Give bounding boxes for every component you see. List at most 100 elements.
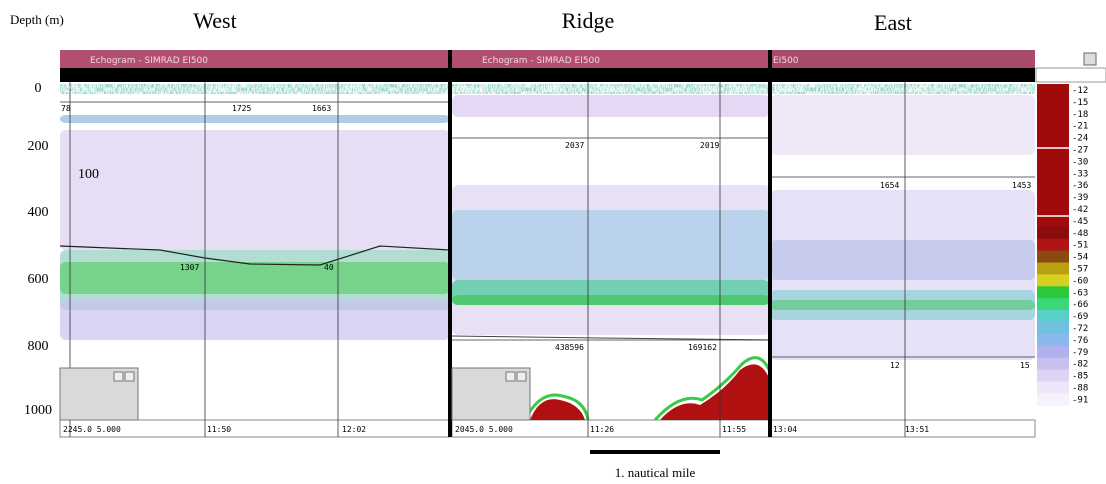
colorbar-label: -30 (1072, 157, 1088, 167)
readout: 169162 (688, 343, 717, 352)
colorbar-swatch (1037, 203, 1069, 216)
depth-tick-label: 800 (28, 339, 49, 354)
colorbar-swatch (1037, 155, 1069, 168)
surface-band (770, 84, 1035, 94)
colorbar-swatch (1037, 179, 1069, 192)
depth-tick-label: 600 (28, 272, 49, 287)
scatter-layer (60, 130, 450, 250)
depth-tick-label: 400 (28, 205, 49, 220)
time-label: 11:26 (590, 425, 614, 434)
colorbar-label: -36 (1072, 181, 1088, 191)
window-btn (1083, 52, 1097, 66)
colorbar-swatch (1037, 262, 1069, 275)
ridge-echo (660, 364, 770, 420)
colorbar-label: -57 (1072, 265, 1088, 275)
colorbar-label: -85 (1072, 372, 1088, 382)
readout: 704 (1016, 85, 1031, 94)
readout: 1663 (312, 104, 331, 113)
colorbar-label: -39 (1072, 193, 1088, 203)
colorbar-label: -69 (1072, 312, 1088, 322)
readout: 2260.0 (208, 85, 237, 94)
colorbar-label: -27 (1072, 146, 1088, 156)
colorbar-swatch (1037, 322, 1069, 335)
scatter-layer (452, 210, 770, 280)
section-title: West (193, 8, 236, 33)
colorbar-swatch (1037, 357, 1069, 371)
colorbar-label: -15 (1072, 98, 1088, 108)
dialog-btn (124, 371, 135, 382)
colorbar-label: -82 (1072, 360, 1088, 370)
readout: 1453 (1012, 181, 1031, 190)
colorbar-label: -51 (1072, 241, 1088, 251)
colorbar-label: -21 (1072, 122, 1088, 132)
colorbar-swatch (1037, 393, 1069, 406)
colorbar-swatch (1037, 119, 1069, 133)
readout: 1389 (540, 85, 559, 94)
readout: 1725 (232, 104, 251, 113)
readout: 12 (890, 361, 900, 370)
readout: 2037 (565, 141, 584, 150)
status-strip (60, 68, 450, 82)
colorbar-label: -66 (1072, 300, 1088, 310)
scatter-layer (60, 262, 450, 294)
time-label: 12:02 (342, 425, 366, 434)
colorbar-label: -18 (1072, 110, 1088, 120)
colorbar-label: -72 (1072, 324, 1088, 334)
colorbar-swatch (1037, 95, 1069, 109)
colorbar-label: -76 (1072, 336, 1088, 346)
colorbar-swatch (1037, 369, 1069, 382)
colorbar-swatch (1037, 107, 1069, 121)
readout: 1949.0 (908, 85, 937, 94)
readout: 2050.0 (595, 85, 624, 94)
status-strip (770, 68, 1035, 82)
readout: 2267.0 (66, 85, 95, 94)
section-title: Ridge (562, 8, 615, 33)
window-title: EI500 (773, 56, 799, 66)
section-title: East (874, 10, 912, 35)
colorbar-label: -45 (1072, 217, 1088, 227)
readout: 15 (1020, 361, 1030, 370)
colorbar-swatch (1037, 84, 1069, 97)
colorbar-swatch (1037, 191, 1069, 204)
window-btn (1035, 67, 1106, 83)
colorbar-label: -79 (1072, 348, 1088, 358)
depth-tick-label: 200 (28, 139, 49, 154)
colorbar-swatch (1037, 214, 1069, 228)
time-label: 11:55 (722, 425, 746, 434)
colorbar-swatch (1037, 381, 1069, 394)
colorbar-swatch (1037, 226, 1069, 240)
seabed (451, 335, 771, 341)
window-title: Echogram - SIMRAD EI500 (482, 56, 600, 66)
depth-label: Depth (m) (10, 12, 64, 27)
colorbar-label: -88 (1072, 384, 1088, 394)
surface-band (452, 84, 770, 94)
title-bar (452, 50, 770, 68)
annotation: 100 (78, 167, 99, 182)
time-bar (769, 419, 1036, 438)
scatter-layer (452, 295, 770, 305)
colorbar-swatch (1037, 250, 1069, 263)
colorbar-swatch (1037, 310, 1069, 323)
colorbar-swatch (1037, 274, 1069, 287)
readout: 2269.0 (343, 85, 372, 94)
colorbar-label: -91 (1072, 395, 1088, 405)
surface-band (60, 84, 450, 94)
colorbar-swatch (1037, 286, 1069, 299)
dialog-btn (113, 371, 124, 382)
seabed (59, 245, 451, 266)
scatter-layer (770, 240, 1035, 280)
scatter-layer (452, 95, 770, 117)
readout: 1307 (180, 263, 199, 272)
scatter-layer (60, 300, 450, 340)
colorbar-swatch (1037, 238, 1069, 252)
readout: 1080 (698, 85, 717, 94)
time-label: 13:51 (905, 425, 929, 434)
readout: 1654 (880, 181, 899, 190)
colorbar-label: -12 (1072, 86, 1088, 96)
colorbar-swatch (1037, 131, 1069, 144)
colorbar-swatch (1037, 167, 1069, 180)
scatter-layer (770, 300, 1035, 310)
status-strip (452, 68, 770, 82)
colorbar-swatch (1037, 143, 1069, 156)
depth-tick-label: 0 (35, 81, 42, 96)
